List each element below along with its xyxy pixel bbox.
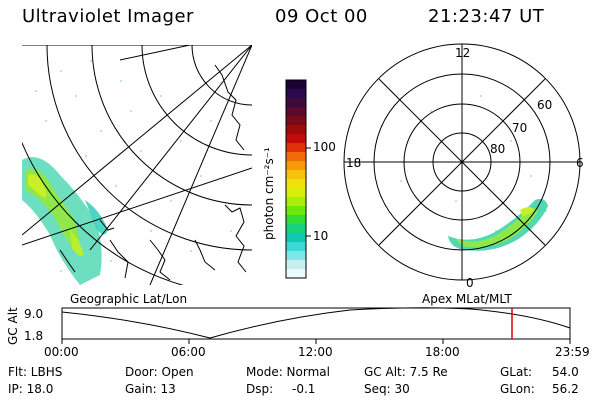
colorbar-swatch <box>286 161 306 171</box>
header-time: 21:23:47 UT <box>428 6 545 27</box>
colorbar-swatch <box>286 224 306 234</box>
footer-ip: IP: 18.0 <box>8 382 54 396</box>
colorbar-swatch <box>286 242 306 252</box>
timeline-x-tick: 12:00 <box>298 345 333 359</box>
polar-lat-60: 60 <box>537 98 553 112</box>
aurora-emission <box>22 157 108 285</box>
colorbar-frame <box>285 79 307 279</box>
colorbar-swatch <box>286 197 306 207</box>
right-panel-caption: Apex MLat/MLT <box>422 292 512 306</box>
header-title: Ultraviolet Imager <box>22 6 194 27</box>
colorbar-swatch <box>286 206 306 216</box>
footer-door: Door: Open <box>125 365 194 379</box>
polar-plot <box>343 43 581 281</box>
colorbar-unit-label: photon cm⁻²s⁻¹ <box>262 147 276 240</box>
colorbar-swatch <box>286 188 306 198</box>
footer-glat-label: GLat: <box>500 365 533 379</box>
footer-glon-value: 56.2 <box>552 382 579 396</box>
colorbar-swatch <box>286 179 306 189</box>
colorbar-swatch <box>286 269 306 279</box>
polar-label-left: 18 <box>346 156 362 170</box>
colorbar-swatch <box>286 251 306 261</box>
aurora-oval <box>448 198 548 251</box>
colorbar-swatch <box>286 152 306 162</box>
colorbar-swatch <box>286 260 306 270</box>
footer-seq: Seq: 30 <box>364 382 410 396</box>
timeline-x-tick: 06:00 <box>171 345 206 359</box>
colorbar-swatch <box>286 107 306 117</box>
polar-label-bottom: 0 <box>466 276 474 290</box>
colorbar-swatch <box>286 170 306 180</box>
colorbar-swatch <box>286 143 306 153</box>
footer-dsp-value: -0.1 <box>292 382 316 396</box>
colorbar-swatch <box>286 134 306 144</box>
footer-flt: Flt: LBHS <box>8 365 63 379</box>
footer-glon-label: GLon: <box>500 382 535 396</box>
left-panel-caption: Geographic Lat/Lon <box>70 292 188 306</box>
footer-mode: Mode: Normal <box>246 365 330 379</box>
footer-glat-value: 54.0 <box>552 365 579 379</box>
colorbar-swatch <box>286 89 306 99</box>
polar-label-top: 12 <box>455 46 471 60</box>
header-date: 09 Oct 00 <box>275 6 368 27</box>
polar-label-right: 6 <box>576 156 584 170</box>
altitude-curve <box>61 307 571 339</box>
colorbar-swatch <box>286 80 306 90</box>
timeline-y-bottom: 1.8 <box>24 329 44 343</box>
colorbar-tick-100: 100 <box>313 140 336 154</box>
colorbar-swatch <box>286 125 306 135</box>
colorbar-swatch <box>286 116 306 126</box>
colorbar-swatch <box>286 98 306 108</box>
timeline-x-tick: 23:59 <box>555 345 590 359</box>
timeline-x-tick: 00:00 <box>44 345 79 359</box>
colorbar-swatch <box>286 215 306 225</box>
polar-lat-70: 70 <box>512 121 528 135</box>
polar-lat-80: 80 <box>490 142 506 156</box>
footer-gc-alt: GC Alt: 7.5 Re <box>364 365 448 379</box>
colorbar <box>285 79 311 279</box>
colorbar-tick-10: 10 <box>313 229 329 243</box>
altitude-timeline <box>61 307 571 344</box>
timeline-y-top: 9.0 <box>24 307 44 321</box>
footer-dsp-label: Dsp: <box>246 382 274 396</box>
footer-gain: Gain: 13 <box>125 382 176 396</box>
timeline-axis-title: GC Alt <box>6 307 20 345</box>
geographic-map <box>22 45 252 285</box>
colorbar-swatch <box>286 233 306 243</box>
timeline-x-tick: 18:00 <box>425 345 460 359</box>
